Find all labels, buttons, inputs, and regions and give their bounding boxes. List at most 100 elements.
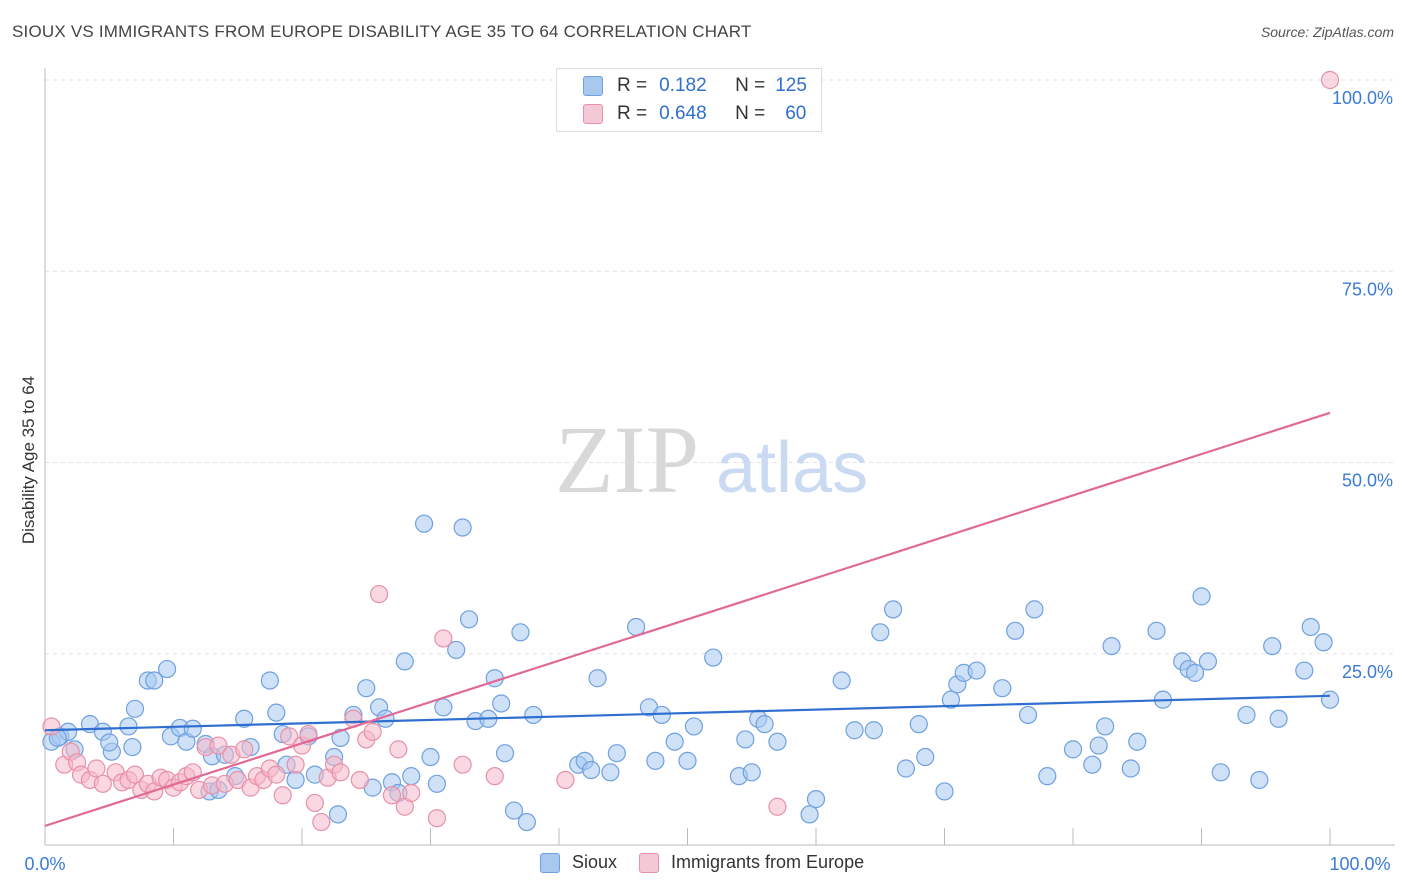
correlation-legend: R = 0.182 N = 125 R = 0.648 N = 60 <box>556 68 822 132</box>
n-value: 125 <box>775 75 807 96</box>
legend-row-immigrants: R = 0.648 N = 60 <box>557 101 806 127</box>
axes <box>44 68 1395 846</box>
data-point <box>755 715 774 734</box>
data-point <box>1038 767 1057 786</box>
data-point <box>768 732 787 751</box>
data-point <box>1263 636 1282 656</box>
x-tick-label: 0.0% <box>24 854 65 874</box>
data-point <box>125 765 145 784</box>
data-point <box>1063 740 1083 759</box>
data-point <box>125 699 145 718</box>
data-point <box>524 705 543 725</box>
data-point <box>1006 621 1025 640</box>
data-point <box>157 659 177 679</box>
source-label: Source: ZipAtlas.com <box>1260 24 1394 40</box>
y-tick-label: 25.0% <box>1342 662 1393 682</box>
data-point <box>209 736 228 755</box>
trend-line <box>44 411 1331 827</box>
data-point <box>286 770 305 790</box>
data-point <box>1301 617 1320 637</box>
data-point <box>871 623 890 642</box>
data-point <box>459 610 479 629</box>
data-point <box>1314 633 1333 652</box>
data-point <box>286 755 305 774</box>
data-point <box>267 765 286 784</box>
data-point <box>145 671 164 690</box>
data-point <box>588 669 607 688</box>
r-label: R = <box>617 75 648 96</box>
data-point <box>1320 690 1340 709</box>
data-point <box>896 759 916 778</box>
data-point <box>331 728 350 748</box>
data-point <box>328 805 348 824</box>
data-point <box>1096 717 1115 736</box>
data-point <box>582 760 601 780</box>
n-label: N = <box>735 75 766 96</box>
legend-row-sioux: R = 0.182 N = 125 <box>557 73 807 99</box>
n-label: N = <box>735 103 766 124</box>
data-point <box>993 679 1012 698</box>
data-point <box>421 747 440 767</box>
data-point <box>800 805 819 824</box>
data-point <box>93 774 112 793</box>
r-value: 0.648 <box>659 103 707 124</box>
data-point <box>235 709 254 728</box>
data-point <box>427 809 447 828</box>
sioux-swatch <box>540 852 560 873</box>
r-label: R = <box>617 103 648 124</box>
n-value: 60 <box>785 103 807 124</box>
data-point <box>87 759 106 778</box>
data-point <box>312 812 331 832</box>
data-point <box>235 740 254 759</box>
data-point <box>845 721 864 740</box>
data-point <box>485 767 504 786</box>
data-point <box>832 671 851 690</box>
data-point <box>331 763 350 782</box>
data-point <box>447 640 466 660</box>
x-tick-label: 100.0% <box>1329 854 1390 874</box>
data-point <box>453 518 472 537</box>
data-point <box>183 719 202 738</box>
data-point <box>305 793 324 813</box>
data-point <box>1185 663 1205 682</box>
data-point <box>967 661 986 680</box>
data-point <box>350 770 369 790</box>
legend-label: Immigrants from Europe <box>671 852 865 872</box>
y-tick-label: 50.0% <box>1342 471 1393 491</box>
data-point <box>1198 652 1218 671</box>
data-point <box>492 694 511 713</box>
sioux-swatch <box>583 76 603 96</box>
data-point <box>402 767 421 786</box>
data-point <box>382 786 402 805</box>
data-point <box>1018 705 1038 725</box>
data-point <box>1250 770 1269 790</box>
data-point <box>1269 709 1288 728</box>
r-value: 0.182 <box>659 75 707 96</box>
data-point <box>453 755 472 774</box>
data-point <box>517 812 536 832</box>
watermark-zip: ZIP <box>555 406 699 513</box>
data-point <box>1025 600 1044 619</box>
legend-item-sioux: Sioux <box>540 852 617 873</box>
data-point <box>123 737 142 757</box>
data-point <box>1121 759 1140 778</box>
data-point <box>935 782 954 801</box>
data-point <box>273 786 292 805</box>
data-point <box>864 721 883 740</box>
tick-labels: 25.0% 50.0% 75.0% 100.0% 0.0% 100.0% <box>24 88 1393 874</box>
data-point <box>299 724 318 744</box>
data-point <box>267 703 286 722</box>
data-point <box>414 514 434 533</box>
y-axis-label: Disability Age 35 to 64 <box>19 376 38 544</box>
data-point <box>1102 636 1121 656</box>
data-point <box>1192 587 1211 606</box>
data-point <box>1089 736 1108 755</box>
data-point <box>601 763 620 782</box>
data-point <box>646 751 665 770</box>
data-point <box>504 801 524 820</box>
data-point <box>665 732 684 751</box>
data-point <box>941 690 961 709</box>
legend-label: Sioux <box>572 852 618 872</box>
gridlines <box>45 79 1395 655</box>
